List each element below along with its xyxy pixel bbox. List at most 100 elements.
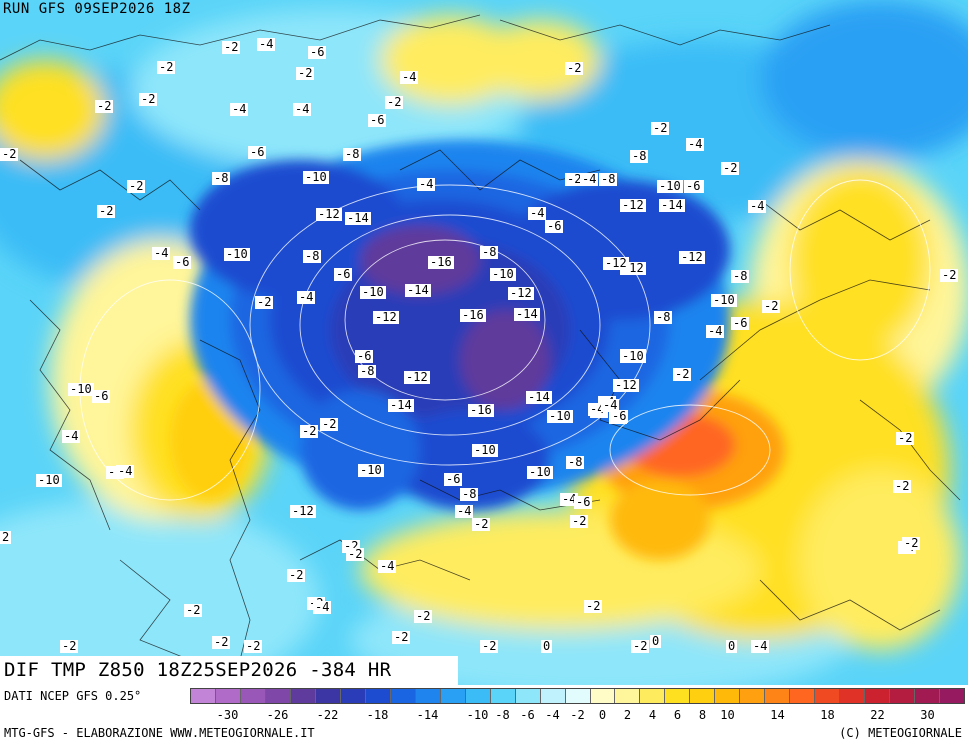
scale-tick-label: -14 <box>416 708 439 722</box>
isotherm-value-label: -6 <box>308 45 327 59</box>
isotherm-value-label: -2 <box>244 639 263 653</box>
scale-tick-label: 6 <box>673 708 682 722</box>
isotherm-value-label: -10 <box>303 170 329 184</box>
isotherm-value-label: -12 <box>620 198 646 212</box>
color-swatch <box>715 689 741 703</box>
isotherm-value-label: -2 <box>320 417 339 431</box>
isotherm-value-label: -10 <box>360 285 386 299</box>
scale-tick-label: -18 <box>366 708 389 722</box>
color-swatch <box>840 689 866 703</box>
isotherm-value-label: -10 <box>68 382 94 396</box>
isotherm-value-label: -2 <box>902 536 921 550</box>
isotherm-value-label: -4 <box>748 199 767 213</box>
isotherm-value-label: -4 <box>257 37 276 51</box>
isotherm-value-label: -4 <box>378 559 397 573</box>
isotherm-value-label: -6 <box>545 219 564 233</box>
color-swatch <box>490 689 516 703</box>
isotherm-value-label: -2 <box>346 547 365 561</box>
scale-tick-label: 0 <box>598 708 607 722</box>
isotherm-value-label: -2 <box>480 639 499 653</box>
isotherm-value-label: -4 <box>417 177 436 191</box>
isotherm-value-label: -2 <box>392 630 411 644</box>
isotherm-value-label: -16 <box>428 255 454 269</box>
color-swatch <box>465 689 491 703</box>
isotherm-value-label: -2 <box>896 431 915 445</box>
isotherm-value-label: -12 <box>290 504 316 518</box>
color-swatch <box>440 689 466 703</box>
isotherm-value-label: -8 <box>630 149 649 163</box>
isotherm-value-label: -6 <box>248 145 267 159</box>
isotherm-value-label: -16 <box>468 403 494 417</box>
isotherm-value-label: -2 <box>651 121 670 135</box>
isotherm-value-label: -4 <box>116 464 135 478</box>
isotherm-value-label: -10 <box>358 463 384 477</box>
isotherm-value-label: -8 <box>358 364 377 378</box>
isotherm-value-label: -6 <box>731 316 750 330</box>
isotherm-value-label: -6 <box>334 267 353 281</box>
color-swatch <box>565 689 591 703</box>
isotherm-value-label: -6 <box>444 472 463 486</box>
color-swatch <box>790 689 816 703</box>
isotherm-value-label: 0 <box>726 639 738 653</box>
isotherm-value-label: -4 <box>62 429 81 443</box>
isotherm-value-label: -2 <box>893 479 912 493</box>
color-swatch <box>890 689 916 703</box>
isotherm-value-label: -12 <box>613 378 639 392</box>
isotherm-value-label: -10 <box>224 247 250 261</box>
isotherm-value-label: -12 <box>373 310 399 324</box>
isotherm-value-label: -10 <box>657 179 683 193</box>
isotherm-value-label: -4 <box>528 206 547 220</box>
color-swatch <box>315 689 341 703</box>
isotherm-value-label: -2 <box>570 514 589 528</box>
isotherm-value-label: -2 <box>127 179 146 193</box>
isotherm-value-label: -12 <box>679 250 705 264</box>
isotherm-value-label: -14 <box>388 398 414 412</box>
isotherm-value-label: -10 <box>620 349 646 363</box>
data-source-text: DATI NCEP GFS 0.25° <box>4 689 142 703</box>
scale-tick-label: -2 <box>570 708 585 722</box>
scale-tick-label: 30 <box>920 708 935 722</box>
isotherm-value-label: -2 <box>631 639 650 653</box>
isotherm-value-label: -14 <box>405 283 431 297</box>
isotherm-value-label: -2 <box>222 40 241 54</box>
isotherm-value-label: -2 <box>414 609 433 623</box>
scale-tick-label: 10 <box>720 708 735 722</box>
isotherm-value-label: -14 <box>659 198 685 212</box>
isotherm-value-label: -12 <box>603 256 629 270</box>
isotherm-value-label: -8 <box>566 455 585 469</box>
color-swatch <box>540 689 566 703</box>
isotherm-value-label: -2 <box>0 147 19 161</box>
isotherm-value-label: -10 <box>527 465 553 479</box>
color-swatch <box>690 689 716 703</box>
color-swatch <box>365 689 391 703</box>
scale-tick-label: 18 <box>820 708 835 722</box>
isotherm-value-label: -2 <box>97 204 116 218</box>
isotherm-value-label: -2 <box>584 599 603 613</box>
color-swatch <box>765 689 791 703</box>
isotherm-value-label: -4 <box>455 504 474 518</box>
isotherm-value-label: -4 <box>580 172 599 186</box>
color-swatch <box>815 689 841 703</box>
isotherm-value-label: -4 <box>152 246 171 260</box>
isotherm-value-label: -8 <box>460 487 479 501</box>
isotherm-value-label: -2 <box>139 92 158 106</box>
isotherm-value-label: -8 <box>480 245 499 259</box>
credit-text: MTG-GFS - ELABORAZIONE WWW.METEOGIORNALE… <box>4 726 315 740</box>
color-swatch <box>665 689 691 703</box>
isotherm-value-label: -2 <box>95 99 114 113</box>
scale-tick-label: -30 <box>216 708 239 722</box>
isotherm-value-label: -4 <box>297 290 316 304</box>
footer: DATI NCEP GFS 0.25° -30 -26 -22 -18 -14 -10 -8… <box>0 685 968 745</box>
isotherm-value-label: -2 <box>184 603 203 617</box>
isotherm-value-label: -14 <box>345 211 371 225</box>
color-swatch <box>615 689 641 703</box>
isotherm-value-label: -2 <box>287 568 306 582</box>
isotherm-value-label: -10 <box>36 473 62 487</box>
isotherm-value-label: -4 <box>230 102 249 116</box>
isotherm-value-label: -2 <box>721 161 740 175</box>
isotherm-value-label: -2 <box>300 424 319 438</box>
isotherm-value-label: -8 <box>303 249 322 263</box>
isotherm-value-label: -6 <box>173 255 192 269</box>
isotherm-value-label: -4 <box>686 137 705 151</box>
scale-tick-label: -6 <box>520 708 535 722</box>
